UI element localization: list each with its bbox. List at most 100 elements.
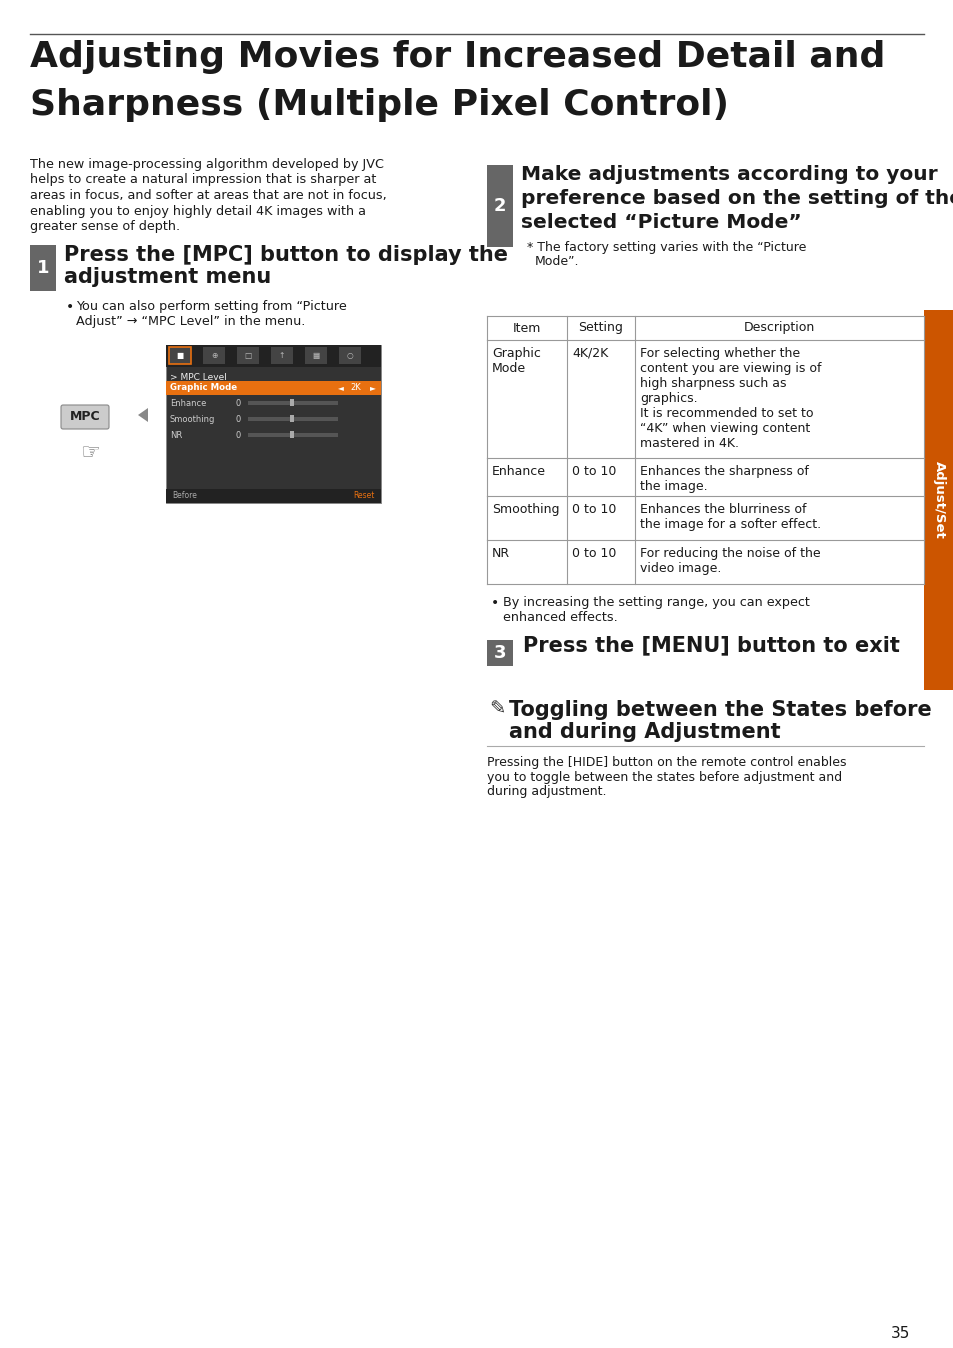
Text: Smoothing: Smoothing <box>492 503 558 516</box>
Text: Adjusting Movies for Increased Detail and: Adjusting Movies for Increased Detail an… <box>30 40 884 74</box>
Text: areas in focus, and softer at areas that are not in focus,: areas in focus, and softer at areas that… <box>30 189 386 202</box>
Bar <box>203 346 225 364</box>
Bar <box>30 245 56 291</box>
Text: video image.: video image. <box>639 562 720 576</box>
Bar <box>248 400 337 404</box>
Text: Toggling between the States before: Toggling between the States before <box>509 700 931 720</box>
Text: preference based on the setting of the: preference based on the setting of the <box>520 189 953 208</box>
Text: 3: 3 <box>494 644 506 662</box>
Text: during adjustment.: during adjustment. <box>486 785 606 798</box>
Text: NR: NR <box>492 547 510 559</box>
Bar <box>338 346 360 364</box>
Bar <box>169 346 191 364</box>
Text: ✎: ✎ <box>489 700 505 718</box>
Text: Sharpness (Multiple Pixel Control): Sharpness (Multiple Pixel Control) <box>30 88 728 123</box>
Text: Setting: Setting <box>578 322 622 334</box>
Text: Mode: Mode <box>492 363 525 375</box>
Bar <box>290 415 294 422</box>
Text: 0: 0 <box>235 399 240 407</box>
Text: Press the [MPC] button to display the: Press the [MPC] button to display the <box>64 245 507 266</box>
Text: * The factory setting varies with the “Picture: * The factory setting varies with the “P… <box>526 241 805 253</box>
Text: ↑: ↑ <box>278 350 285 360</box>
Bar <box>923 310 953 690</box>
Bar <box>166 345 380 367</box>
Text: Description: Description <box>743 322 814 334</box>
Text: “4K” when viewing content: “4K” when viewing content <box>639 422 809 435</box>
Text: •: • <box>491 596 498 611</box>
Text: high sharpness such as: high sharpness such as <box>639 377 785 390</box>
Text: •: • <box>66 301 74 314</box>
Bar <box>290 399 294 406</box>
Text: Mode”.: Mode”. <box>535 255 578 268</box>
Text: ►: ► <box>370 383 375 392</box>
Text: > MPC Level: > MPC Level <box>170 373 227 381</box>
Text: enhanced effects.: enhanced effects. <box>502 611 618 624</box>
Text: greater sense of depth.: greater sense of depth. <box>30 220 180 233</box>
Bar <box>271 346 293 364</box>
Text: Before: Before <box>172 492 196 500</box>
Text: 4K/2K: 4K/2K <box>572 346 608 360</box>
Bar <box>290 431 294 438</box>
Text: ○: ○ <box>346 350 353 360</box>
Text: By increasing the setting range, you can expect: By increasing the setting range, you can… <box>502 596 809 609</box>
Text: helps to create a natural impression that is sharper at: helps to create a natural impression tha… <box>30 174 376 186</box>
Text: Adjust” → “MPC Level” in the menu.: Adjust” → “MPC Level” in the menu. <box>76 315 305 328</box>
Text: enabling you to enjoy highly detail 4K images with a: enabling you to enjoy highly detail 4K i… <box>30 205 366 217</box>
Text: Graphic: Graphic <box>492 346 540 360</box>
FancyBboxPatch shape <box>61 404 109 429</box>
Text: Graphic Mode: Graphic Mode <box>170 383 237 392</box>
Polygon shape <box>138 408 148 422</box>
Text: graphics.: graphics. <box>639 392 697 404</box>
Text: ⊕: ⊕ <box>211 350 217 360</box>
Text: Enhances the sharpness of: Enhances the sharpness of <box>639 465 808 479</box>
Text: selected “Picture Mode”: selected “Picture Mode” <box>520 213 801 232</box>
Text: Make adjustments according to your: Make adjustments according to your <box>520 164 937 183</box>
Text: Adjust/Set: Adjust/Set <box>931 461 944 539</box>
Text: Enhance: Enhance <box>492 465 545 479</box>
Text: ◄: ◄ <box>337 383 344 392</box>
Text: you to toggle between the states before adjustment and: you to toggle between the states before … <box>486 771 841 783</box>
Text: ☞: ☞ <box>80 443 100 462</box>
Text: 2: 2 <box>494 197 506 214</box>
Text: Enhance: Enhance <box>170 399 206 407</box>
Text: 0 to 10: 0 to 10 <box>572 465 616 479</box>
Bar <box>166 489 380 503</box>
Text: Item: Item <box>513 322 540 334</box>
Bar <box>248 433 337 437</box>
Text: 0: 0 <box>235 414 240 423</box>
Text: 35: 35 <box>890 1326 909 1341</box>
Bar <box>486 640 513 666</box>
Text: content you are viewing is of: content you are viewing is of <box>639 363 821 375</box>
Bar <box>236 346 258 364</box>
Text: mastered in 4K.: mastered in 4K. <box>639 437 739 450</box>
Text: and during Adjustment: and during Adjustment <box>509 723 780 741</box>
Text: The new image-processing algorithm developed by JVC: The new image-processing algorithm devel… <box>30 158 384 171</box>
Text: the image for a softer effect.: the image for a softer effect. <box>639 518 821 531</box>
Bar <box>166 345 380 503</box>
Text: It is recommended to set to: It is recommended to set to <box>639 407 813 421</box>
Text: 0 to 10: 0 to 10 <box>572 547 616 559</box>
Text: 2K: 2K <box>351 383 361 392</box>
Text: For reducing the noise of the: For reducing the noise of the <box>639 547 820 559</box>
Text: ■: ■ <box>176 350 183 360</box>
Text: □: □ <box>244 350 252 360</box>
Text: 0: 0 <box>235 430 240 439</box>
Text: For selecting whether the: For selecting whether the <box>639 346 800 360</box>
Bar <box>248 417 337 421</box>
Text: ▦: ▦ <box>312 350 319 360</box>
Text: adjustment menu: adjustment menu <box>64 267 271 287</box>
Text: the image.: the image. <box>639 480 707 493</box>
Text: Enhances the blurriness of: Enhances the blurriness of <box>639 503 805 516</box>
Bar <box>486 164 513 247</box>
Text: MPC: MPC <box>70 411 100 423</box>
Text: NR: NR <box>170 430 182 439</box>
Bar <box>305 346 327 364</box>
Text: Smoothing: Smoothing <box>170 414 215 423</box>
Text: 0 to 10: 0 to 10 <box>572 503 616 516</box>
Text: You can also perform setting from “Picture: You can also perform setting from “Pictu… <box>76 301 346 313</box>
Text: Pressing the [HIDE] button on the remote control enables: Pressing the [HIDE] button on the remote… <box>486 756 845 768</box>
Bar <box>166 381 380 395</box>
Text: 1: 1 <box>37 259 50 276</box>
Text: Press the [MENU] button to exit: Press the [MENU] button to exit <box>522 635 899 655</box>
Text: Reset: Reset <box>354 492 375 500</box>
